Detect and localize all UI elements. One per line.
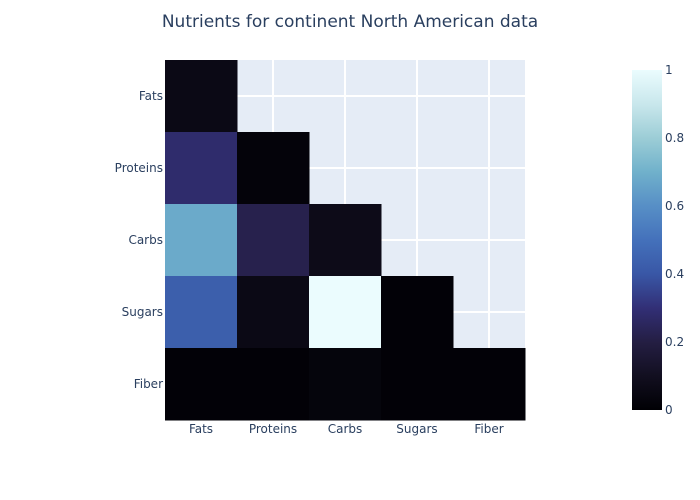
colorbar [632,70,662,410]
y-tick-label: Fiber [134,377,163,391]
y-tick-label: Proteins [115,161,163,175]
colorbar-tick-label: 0.8 [665,131,684,145]
heatmap-cell-fiber-fiber [453,348,526,421]
colorbar-tick-label: 0 [665,403,673,417]
heatmap-cell-proteins-sugars [237,276,310,349]
colorbar-tick-label: 0.4 [665,267,684,281]
colorbar-tick-label: 1 [665,63,673,77]
x-tick-label: Proteins [249,422,297,436]
heatmap-cell-sugars-sugars [381,276,454,349]
colorbar-tick-label: 0.6 [665,199,684,213]
colorbar-tick-label: 0.2 [665,335,684,349]
heatmap-cell-fats-proteins [165,132,238,205]
heatmap-cell-carbs-carbs [309,204,382,277]
x-tick-label: Sugars [396,422,437,436]
heatmap-cell-proteins-fiber [237,348,310,421]
heatmap-cell-fats-sugars [165,276,238,349]
x-tick-label: Fiber [474,422,503,436]
heatmap-cell-fats-carbs [165,204,238,277]
heatmap-cell-proteins-carbs [237,204,310,277]
chart-title: Nutrients for continent North American d… [161,12,539,32]
heatmap-cell-proteins-proteins [237,132,310,205]
y-tick-label: Fats [139,89,163,103]
heatmap-cell-fats-fiber [165,348,238,421]
x-tick-label: Carbs [328,422,363,436]
heatmap-cell-sugars-fiber [381,348,454,421]
heatmap-cell-fats-fats [165,60,238,133]
x-tick-label: Fats [189,422,213,436]
heatmap-cell-carbs-fiber [309,348,382,421]
y-tick-label: Carbs [128,233,163,247]
heatmap-cell-carbs-sugars [309,276,382,349]
y-tick-label: Sugars [122,305,163,319]
